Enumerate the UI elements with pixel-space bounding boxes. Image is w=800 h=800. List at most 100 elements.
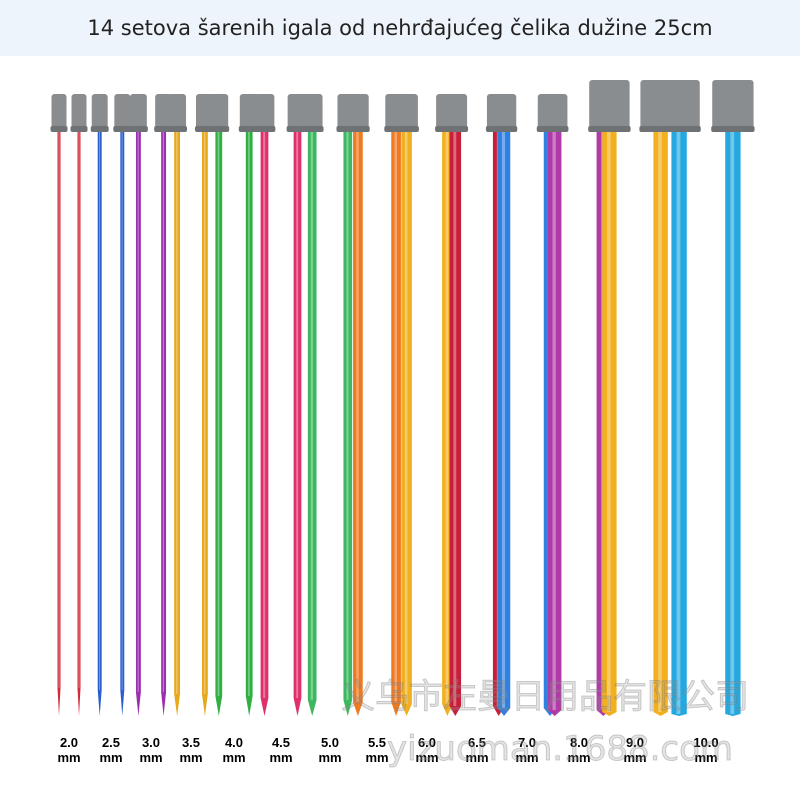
needle-tip bbox=[120, 690, 125, 716]
unit-label: mm bbox=[465, 750, 488, 765]
needle-shine bbox=[263, 128, 266, 698]
unit-label: mm bbox=[694, 750, 717, 765]
needle-shine bbox=[445, 128, 449, 704]
needle-cap bbox=[114, 94, 131, 132]
needle-tip bbox=[161, 692, 167, 716]
needle-cap bbox=[51, 94, 67, 132]
needle-cap bbox=[155, 94, 173, 132]
needle-cap bbox=[239, 94, 259, 132]
needle bbox=[50, 94, 68, 716]
needle-cap bbox=[168, 94, 187, 132]
size-label: 5.5 bbox=[368, 735, 386, 750]
needle bbox=[442, 94, 469, 716]
needle-shaft bbox=[725, 128, 741, 714]
needle-cap-base bbox=[50, 126, 68, 132]
needle bbox=[253, 94, 276, 716]
needle-shaft bbox=[215, 128, 223, 696]
needle-cap bbox=[589, 80, 630, 132]
unit-label: mm bbox=[57, 750, 80, 765]
needle-tip bbox=[497, 708, 511, 716]
needle-shine bbox=[78, 128, 80, 688]
needle-shine bbox=[730, 128, 735, 714]
needle-shaft bbox=[77, 128, 81, 688]
needle-tip bbox=[391, 702, 401, 716]
needle-cap bbox=[71, 94, 87, 132]
needle-tip bbox=[547, 710, 562, 716]
needle-shine bbox=[217, 128, 220, 696]
needle-shaft bbox=[57, 128, 61, 688]
needle-shine bbox=[552, 128, 556, 710]
size-label: 5.0 bbox=[321, 735, 339, 750]
needle bbox=[70, 94, 88, 716]
needle-cap bbox=[712, 80, 754, 132]
needle-cap-base bbox=[167, 126, 188, 132]
needle-shaft bbox=[260, 128, 269, 698]
unit-label: mm bbox=[99, 750, 122, 765]
needle-tip bbox=[135, 692, 141, 716]
unit-label: mm bbox=[318, 750, 341, 765]
size-label: 4.0 bbox=[225, 735, 243, 750]
size-label: 6.0 bbox=[418, 735, 436, 750]
needle-shine bbox=[501, 128, 506, 708]
needle-cap-base bbox=[253, 126, 276, 132]
size-label: 7.0 bbox=[518, 735, 536, 750]
needle-tip bbox=[343, 700, 353, 716]
needle bbox=[490, 94, 518, 716]
needle bbox=[346, 94, 370, 716]
needle-tip bbox=[653, 712, 668, 716]
needle bbox=[711, 80, 755, 716]
needle-cap bbox=[347, 94, 369, 132]
size-label: 9.0 bbox=[626, 735, 644, 750]
size-label: 3.5 bbox=[182, 735, 200, 750]
unit-label: mm bbox=[515, 750, 538, 765]
needle bbox=[208, 94, 230, 716]
needle-shine bbox=[137, 128, 139, 692]
needle-cap bbox=[301, 94, 323, 132]
needle-cap-base bbox=[657, 126, 701, 132]
needle-shine bbox=[394, 128, 397, 702]
needle-cap-base bbox=[90, 126, 109, 132]
needle-cap-base bbox=[208, 126, 230, 132]
watermark: yizuoman.1688.com bbox=[387, 729, 733, 769]
needle-shaft bbox=[671, 128, 687, 714]
needle-shaft bbox=[547, 128, 562, 710]
needle-tip bbox=[442, 704, 453, 716]
needle bbox=[394, 94, 419, 716]
needle-cap bbox=[395, 94, 418, 132]
needle-shaft bbox=[442, 128, 453, 704]
needle-shine bbox=[203, 128, 206, 694]
needle-shaft bbox=[245, 128, 253, 696]
needle-cap-base bbox=[588, 126, 631, 132]
unit-label: mm bbox=[269, 750, 292, 765]
unit-label: mm bbox=[365, 750, 388, 765]
needle-shine bbox=[176, 128, 178, 694]
needle-cap-base bbox=[442, 126, 469, 132]
needle-tip bbox=[215, 696, 223, 716]
size-label: 2.5 bbox=[102, 735, 120, 750]
size-label: 6.5 bbox=[468, 735, 486, 750]
needle-cap bbox=[491, 94, 517, 132]
needle-shine bbox=[58, 128, 60, 688]
needle-shaft bbox=[449, 128, 462, 706]
needle-cap-base bbox=[540, 126, 569, 132]
unit-label: mm bbox=[179, 750, 202, 765]
needle-shaft bbox=[120, 128, 125, 690]
needle-tip bbox=[671, 714, 687, 716]
needle-shaft bbox=[401, 128, 412, 704]
needle-shaft bbox=[293, 128, 302, 698]
needle-shaft bbox=[161, 128, 167, 692]
needle-shine bbox=[453, 128, 457, 706]
needle bbox=[657, 80, 701, 716]
needle bbox=[286, 94, 309, 716]
needle-cap-base bbox=[70, 126, 88, 132]
needle-cap bbox=[91, 94, 108, 132]
needle-cap-base bbox=[113, 126, 132, 132]
needle-cap bbox=[209, 94, 229, 132]
needle bbox=[540, 94, 569, 716]
needle bbox=[588, 80, 631, 716]
needle-tip bbox=[245, 696, 253, 716]
needle-shine bbox=[658, 128, 662, 712]
needle-tip bbox=[353, 702, 363, 716]
needle-shaft bbox=[135, 128, 141, 692]
